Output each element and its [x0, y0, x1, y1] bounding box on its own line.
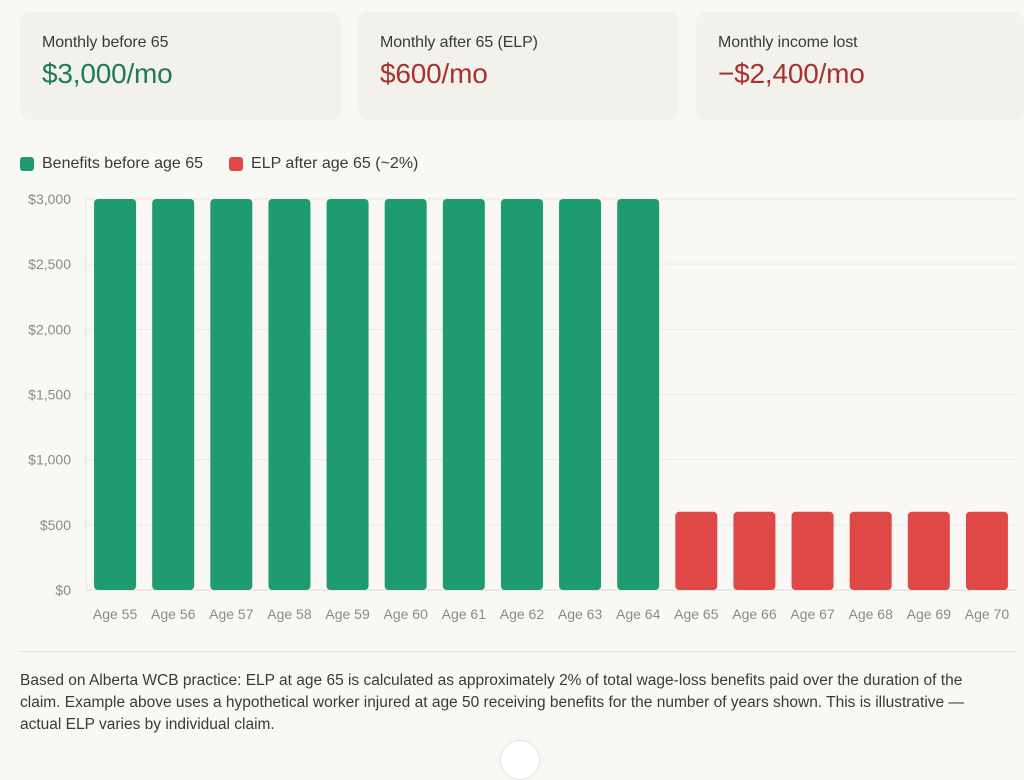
legend-item-after-65[interactable]: ELP after age 65 (~2%) [229, 155, 418, 173]
x-tick-label: Age 67 [790, 606, 835, 622]
y-tick-label: $500 [40, 517, 71, 533]
bar [152, 199, 195, 590]
card-value: −$2,400/mo [718, 58, 865, 89]
x-tick-label: Age 55 [93, 606, 138, 622]
x-tick-label: Age 58 [267, 606, 312, 622]
bar [559, 199, 602, 590]
x-tick-label: Age 69 [907, 606, 952, 622]
card-label: Monthly before 65 [42, 34, 169, 51]
card-value: $600/mo [380, 58, 488, 89]
bar [442, 199, 485, 590]
x-tick-label: Age 70 [965, 606, 1010, 622]
x-tick-label: Age 59 [325, 606, 370, 622]
bar [791, 511, 834, 590]
card-monthly-income-lost: Monthly income lost −$2,400/mo [696, 12, 1024, 120]
legend-swatch-red [229, 157, 244, 171]
bar [210, 199, 253, 590]
legend-swatch-green [20, 157, 34, 171]
y-tick-label: $2,500 [28, 256, 71, 272]
x-tick-label: Age 57 [209, 606, 254, 622]
x-tick-label: Age 61 [442, 606, 487, 622]
bar [675, 511, 718, 590]
bar [94, 199, 137, 590]
bar [326, 199, 369, 590]
legend-label: Benefits before age 65 [42, 155, 204, 172]
card-monthly-before-65: Monthly before 65 $3,000/mo [20, 12, 341, 120]
y-tick-label: $3,000 [28, 191, 71, 207]
bar [907, 511, 950, 590]
divider [20, 651, 1016, 652]
card-monthly-after-65: Monthly after 65 (ELP) $600/mo [358, 12, 679, 120]
bar [384, 199, 427, 590]
x-tick-label: Age 65 [674, 606, 719, 622]
bar [617, 199, 660, 590]
y-tick-label: $1,000 [28, 452, 71, 468]
bar [965, 511, 1008, 590]
legend-label: ELP after age 65 (~2%) [251, 155, 419, 172]
x-tick-label: Age 63 [558, 606, 603, 622]
bar-chart: $0 $500 $1,000 $1,500 $2,000 $2,500 $3,000 Age … [28, 191, 1016, 622]
chart-legend: Benefits before age 65 ELP after age 65 … [20, 155, 444, 173]
legend-item-before-65[interactable]: Benefits before age 65 [20, 155, 203, 173]
scroll-button[interactable] [500, 740, 540, 780]
y-tick-label: $0 [55, 582, 71, 598]
y-tick-label: $1,500 [28, 387, 71, 403]
card-value: $3,000/mo [42, 58, 173, 89]
x-tick-label: Age 60 [384, 606, 429, 622]
bar [733, 511, 776, 590]
x-tick-label: Age 68 [849, 606, 894, 622]
card-label: Monthly income lost [718, 34, 858, 51]
bar [849, 511, 892, 590]
x-tick-label: Age 62 [500, 606, 545, 622]
card-label: Monthly after 65 (ELP) [380, 34, 538, 51]
bar [500, 199, 543, 590]
x-tick-label: Age 64 [616, 606, 661, 622]
x-tick-label: Age 66 [732, 606, 777, 622]
bar [268, 199, 311, 590]
footnote: Based on Alberta WCB practice: ELP at ag… [20, 672, 964, 733]
summary-cards: Monthly before 65 $3,000/mo Monthly afte… [20, 12, 1024, 120]
x-tick-label: Age 56 [151, 606, 196, 622]
y-tick-label: $2,000 [28, 321, 71, 337]
